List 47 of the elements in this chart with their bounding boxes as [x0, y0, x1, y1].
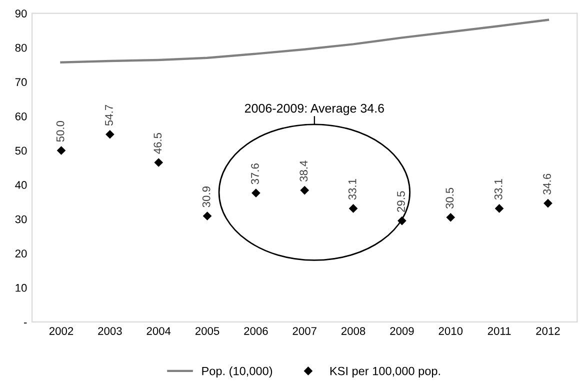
data-label: 50.0 — [56, 120, 64, 142]
x-tick-label: 2010 — [438, 327, 463, 335]
point — [544, 199, 552, 208]
x-tick-label: 2011 — [488, 327, 511, 335]
data-label: 33.1 — [348, 179, 356, 200]
point — [252, 188, 260, 198]
legend-label: Pop. (10,000) — [202, 366, 272, 378]
y-tick-label: 80 — [15, 44, 27, 52]
point — [106, 130, 114, 139]
x-tick-label: 2006 — [244, 327, 268, 335]
y-tick-label: 20 — [15, 250, 27, 258]
point — [154, 158, 163, 167]
legend-label: KSI per 100,000 pop. — [330, 366, 440, 378]
x-tick-label: 2002 — [49, 327, 74, 335]
data-label: 33.1 — [494, 179, 502, 200]
annotation: 2006-2009: Average 34.6 — [244, 104, 384, 116]
data-label: 38.4 — [300, 160, 308, 182]
y-tick-label: 10 — [16, 284, 27, 292]
x-tick-label: 2003 — [98, 327, 122, 335]
data-label: 46.5 — [154, 133, 162, 154]
point — [495, 204, 504, 213]
x-tick-label: 2007 — [292, 327, 316, 335]
x-tick-label: 2012 — [536, 327, 560, 335]
x-tick-label: 2008 — [341, 327, 366, 335]
point — [398, 216, 406, 225]
data-label: 30.5 — [446, 188, 454, 209]
y-tick-label: 90 — [15, 10, 27, 18]
y-tick-label: 50 — [15, 146, 27, 155]
point — [57, 146, 66, 155]
y-tick-label: - — [24, 322, 27, 324]
point — [446, 213, 455, 222]
point — [203, 212, 212, 220]
x-tick-label: 2004 — [146, 327, 171, 335]
line-series — [60, 18, 550, 64]
x-tick-label: 2005 — [195, 327, 220, 335]
data-label: 37.6 — [251, 164, 259, 184]
y-tick-label: 60 — [15, 112, 27, 120]
data-label: 29.5 — [397, 191, 405, 212]
data-label: 34.6 — [543, 174, 551, 195]
y-tick-label: 70 — [15, 78, 27, 86]
y-tick-label: 30 — [15, 215, 27, 224]
point — [300, 186, 309, 194]
data-label: 54.7 — [105, 104, 113, 126]
point — [349, 204, 358, 213]
y-tick-label: 40 — [15, 181, 27, 189]
data-label: 30.9 — [202, 186, 210, 208]
x-tick-label: 2009 — [390, 327, 414, 335]
